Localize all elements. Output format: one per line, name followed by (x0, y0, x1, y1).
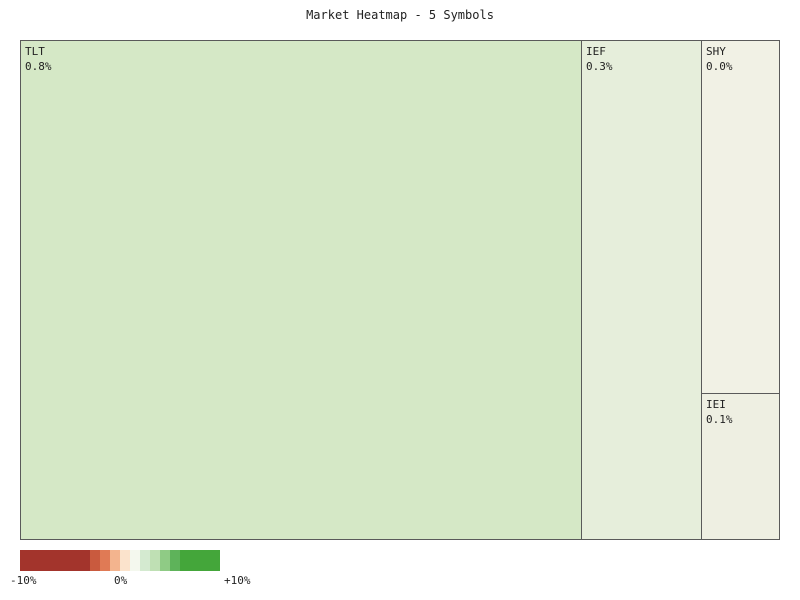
legend-swatch (120, 550, 130, 571)
legend-swatch (140, 550, 150, 571)
legend-swatch (110, 550, 120, 571)
tile-change: 0.0% (706, 60, 733, 73)
tile-symbol: IEI (706, 398, 726, 411)
legend-swatch (40, 550, 50, 571)
treemap: TLT 0.8% IEF 0.3% SHY 0.0% IEI 0.1% (20, 40, 780, 540)
legend-swatch (50, 550, 60, 571)
tile-symbol: SHY (706, 45, 726, 58)
legend-swatch (30, 550, 40, 571)
legend-mid-label: 0% (114, 574, 128, 587)
legend-swatch (60, 550, 70, 571)
legend-swatch (80, 550, 90, 571)
tile-symbol: IEF (586, 45, 606, 58)
legend-min-label: -10% (10, 574, 37, 587)
tile-change: 0.8% (25, 60, 52, 73)
legend-swatch (180, 550, 190, 571)
legend-swatch (90, 550, 100, 571)
chart-title: Market Heatmap - 5 Symbols (306, 8, 494, 22)
legend-swatch (200, 550, 210, 571)
tile-tlt[interactable]: TLT 0.8% (20, 40, 582, 540)
tile-change: 0.1% (706, 413, 733, 426)
legend-swatch (150, 550, 160, 571)
tile-ief[interactable]: IEF 0.3% (581, 40, 702, 540)
legend-swatch (100, 550, 110, 571)
legend-swatch (160, 550, 170, 571)
tile-change: 0.3% (586, 60, 613, 73)
legend-swatch (20, 550, 30, 571)
legend-swatch (170, 550, 180, 571)
legend-swatch (130, 550, 140, 571)
tile-shy[interactable]: SHY 0.0% (701, 40, 780, 394)
color-scale-legend (20, 550, 220, 571)
legend-max-label: +10% (224, 574, 251, 587)
legend-swatch (190, 550, 200, 571)
tile-iei[interactable]: IEI 0.1% (701, 393, 780, 540)
legend-swatch (210, 550, 220, 571)
legend-swatch (70, 550, 80, 571)
tile-symbol: TLT (25, 45, 45, 58)
